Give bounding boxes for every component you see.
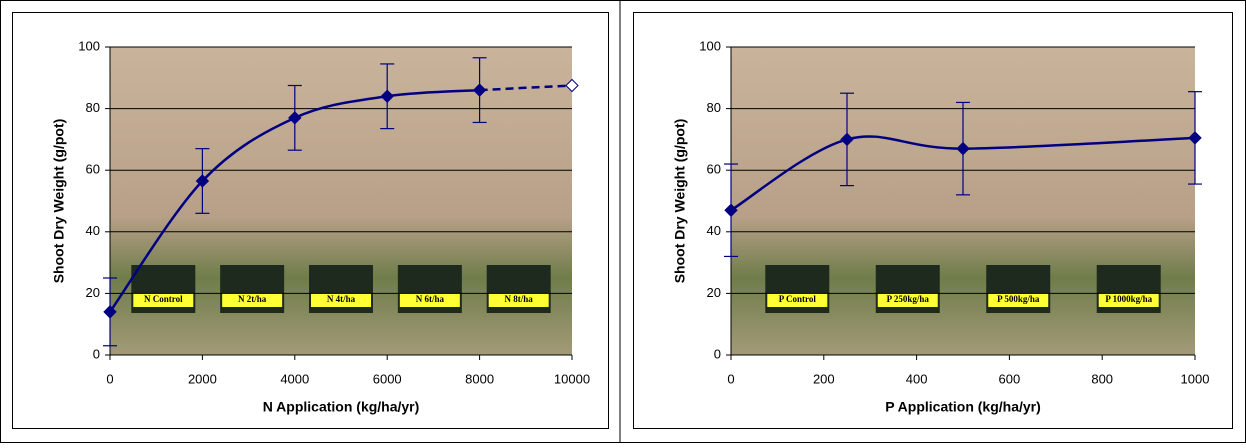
x-tick-label: 1000 <box>1181 371 1210 386</box>
y-tick-label: 100 <box>78 38 100 53</box>
x-tick-label: 600 <box>999 371 1021 386</box>
y-tick-label: 40 <box>707 223 721 238</box>
y-axis-title: Shoot Dry Weight (g/pot) <box>51 119 67 284</box>
photo-label: N 2t/ha <box>238 294 267 304</box>
y-axis-title: Shoot Dry Weight (g/pot) <box>672 119 688 284</box>
x-tick-label: 0 <box>106 371 113 386</box>
x-tick-label: 4000 <box>280 371 309 386</box>
x-tick-label: 200 <box>813 371 835 386</box>
y-tick-label: 100 <box>699 38 721 53</box>
x-tick-label: 8000 <box>465 371 494 386</box>
x-tick-label: 10000 <box>554 371 590 386</box>
x-tick-label: 2000 <box>188 371 217 386</box>
x-tick-label: 400 <box>906 371 928 386</box>
photo-label: N 8t/ha <box>505 294 534 304</box>
x-tick-label: 6000 <box>373 371 402 386</box>
x-axis-title: N Application (kg/ha/yr) <box>263 399 420 415</box>
x-axis-title: P Application (kg/ha/yr) <box>885 399 1041 415</box>
y-tick-label: 60 <box>707 162 721 177</box>
photo-label: P Control <box>779 294 817 304</box>
y-tick-label: 60 <box>86 162 100 177</box>
photo-label: N 4t/ha <box>327 294 356 304</box>
y-tick-label: 0 <box>93 346 100 361</box>
photo-label: P 250kg/ha <box>887 294 930 304</box>
y-tick-label: 20 <box>707 285 721 300</box>
figure: N Control N 2t/ha N 4t/ha N 6t/ha N 8t/ha 0 20… <box>0 0 1246 443</box>
x-tick-label: 800 <box>1091 371 1113 386</box>
photo-label: P 1000kg/ha <box>1105 294 1152 304</box>
y-tick-label: 40 <box>86 223 100 238</box>
y-tick-label: 0 <box>714 346 721 361</box>
y-tick-label: 80 <box>86 100 100 115</box>
y-tick-label: 80 <box>707 100 721 115</box>
x-tick-label: 0 <box>727 371 734 386</box>
y-tick-label: 20 <box>86 285 100 300</box>
photo-label: P 500kg/ha <box>997 294 1040 304</box>
photo-label: N Control <box>144 294 183 304</box>
photo-label: N 6t/ha <box>416 294 445 304</box>
